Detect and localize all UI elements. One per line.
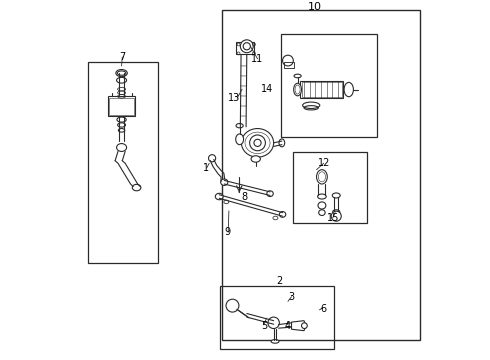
Text: 14: 14	[261, 84, 273, 94]
Text: 4: 4	[284, 321, 290, 332]
Text: 9: 9	[224, 227, 230, 237]
Ellipse shape	[116, 69, 127, 77]
Circle shape	[226, 299, 239, 312]
Bar	[281, 34, 377, 138]
Text: 15: 15	[326, 213, 339, 223]
Ellipse shape	[132, 184, 141, 191]
Bar	[294, 152, 367, 223]
Ellipse shape	[279, 212, 286, 217]
Ellipse shape	[318, 202, 326, 209]
Ellipse shape	[242, 129, 273, 157]
Ellipse shape	[220, 179, 228, 185]
Text: 3: 3	[289, 292, 294, 302]
Ellipse shape	[236, 134, 244, 145]
Bar	[108, 96, 135, 116]
Text: 11: 11	[251, 54, 264, 64]
Text: 8: 8	[241, 192, 247, 202]
Ellipse shape	[215, 193, 223, 200]
Ellipse shape	[333, 210, 340, 214]
Ellipse shape	[117, 144, 126, 152]
Circle shape	[301, 323, 307, 329]
Circle shape	[241, 40, 253, 53]
Circle shape	[209, 155, 216, 162]
Bar	[88, 62, 158, 263]
Ellipse shape	[332, 193, 340, 198]
Ellipse shape	[344, 82, 353, 97]
Ellipse shape	[251, 156, 260, 162]
Bar	[109, 98, 134, 114]
Text: 5: 5	[261, 321, 267, 332]
Bar	[220, 286, 335, 348]
Text: 1: 1	[202, 163, 209, 173]
Text: 6: 6	[320, 304, 326, 314]
Bar	[222, 10, 420, 339]
Ellipse shape	[267, 191, 273, 197]
Circle shape	[331, 211, 341, 221]
Circle shape	[283, 55, 294, 66]
Circle shape	[268, 317, 279, 329]
Text: 7: 7	[119, 52, 125, 62]
Ellipse shape	[294, 83, 301, 96]
Bar	[236, 42, 254, 54]
Text: 12: 12	[318, 158, 330, 168]
Text: 10: 10	[308, 2, 322, 12]
Bar	[301, 82, 343, 97]
Text: 2: 2	[276, 276, 283, 285]
Polygon shape	[292, 321, 306, 331]
Bar	[284, 62, 294, 68]
Text: 13: 13	[228, 93, 241, 103]
Ellipse shape	[279, 139, 285, 147]
Ellipse shape	[271, 339, 279, 343]
Bar	[300, 81, 343, 98]
Ellipse shape	[317, 170, 327, 184]
